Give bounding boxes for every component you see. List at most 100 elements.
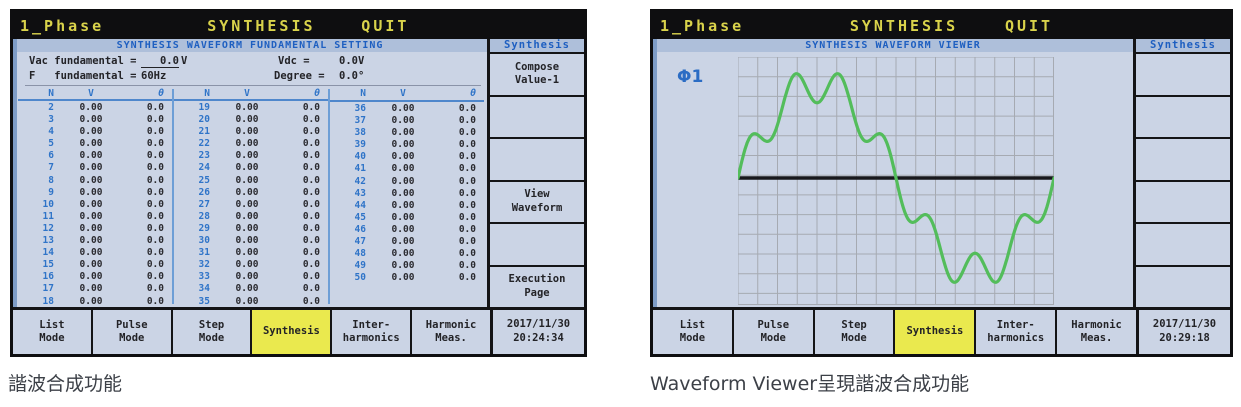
harmonic-phase-cell[interactable]: 0.0: [302, 138, 320, 150]
harmonic-phase-cell[interactable]: 0.0: [458, 272, 476, 284]
harmonic-phase-cell[interactable]: 0.0: [302, 186, 320, 198]
harmonic-phase-cell[interactable]: 0.0: [458, 248, 476, 260]
harmonic-phase-cell[interactable]: 0.0: [458, 163, 476, 175]
harmonic-phase-cell[interactable]: 0.0: [302, 174, 320, 186]
harmonic-voltage-cell[interactable]: 0.00: [79, 295, 103, 307]
harmonic-phase-cell[interactable]: 0.0: [146, 271, 164, 283]
mode-tab-step[interactable]: Step Mode: [173, 310, 253, 354]
mode-tab-pulse[interactable]: Pulse Mode: [734, 310, 815, 354]
mode-tab-list[interactable]: List Mode: [13, 310, 93, 354]
harmonic-voltage-cell[interactable]: 0.00: [235, 150, 259, 162]
harmonic-voltage-cell[interactable]: 0.00: [235, 174, 259, 186]
harmonic-phase-cell[interactable]: 0.0: [302, 162, 320, 174]
harmonic-voltage-cell[interactable]: 0.00: [391, 127, 415, 139]
harmonic-phase-cell[interactable]: 0.0: [146, 102, 164, 113]
mode-tab-pulse[interactable]: Pulse Mode: [93, 310, 173, 354]
harmonic-phase-cell[interactable]: 0.0: [458, 187, 476, 199]
harmonic-phase-cell[interactable]: 0.0: [302, 102, 320, 113]
harmonic-voltage-cell[interactable]: 0.00: [79, 210, 103, 222]
harmonic-voltage-cell[interactable]: 0.00: [391, 103, 415, 114]
harmonic-phase-cell[interactable]: 0.0: [146, 114, 164, 126]
mode-tab-synthesis[interactable]: Synthesis: [895, 310, 977, 354]
harmonic-phase-cell[interactable]: 0.0: [302, 126, 320, 138]
harmonic-voltage-cell[interactable]: 0.00: [79, 247, 103, 259]
harmonic-phase-cell[interactable]: 0.0: [146, 186, 164, 198]
harmonic-phase-cell[interactable]: 0.0: [146, 259, 164, 271]
softkey-button-execution[interactable]: Execution Page: [490, 264, 584, 308]
vdc-field[interactable]: 0.0V: [339, 55, 365, 67]
softkey-button-compose[interactable]: Compose Value-1: [514, 60, 560, 87]
harmonic-voltage-cell[interactable]: 0.00: [235, 259, 259, 271]
harmonic-voltage-cell[interactable]: 0.00: [391, 236, 415, 248]
mode-tab-inter[interactable]: Inter- harmonics: [976, 310, 1058, 354]
harmonic-voltage-cell[interactable]: 0.00: [235, 271, 259, 283]
harmonic-phase-cell[interactable]: 0.0: [146, 198, 164, 210]
harmonic-voltage-cell[interactable]: 0.00: [391, 163, 415, 175]
harmonic-phase-cell[interactable]: 0.0: [458, 223, 476, 235]
vac-fundamental-field[interactable]: 0.0: [141, 55, 179, 68]
harmonic-phase-cell[interactable]: 0.0: [302, 271, 320, 283]
harmonic-phase-cell[interactable]: 0.0: [146, 235, 164, 247]
harmonic-voltage-cell[interactable]: 0.00: [235, 114, 259, 126]
harmonic-voltage-cell[interactable]: 0.00: [79, 222, 103, 234]
harmonic-voltage-cell[interactable]: 0.00: [235, 126, 259, 138]
harmonic-phase-cell[interactable]: 0.0: [458, 175, 476, 187]
harmonic-voltage-cell[interactable]: 0.00: [79, 102, 103, 113]
harmonic-voltage-cell[interactable]: 0.00: [391, 211, 415, 223]
harmonic-phase-cell[interactable]: 0.0: [458, 199, 476, 211]
harmonic-phase-cell[interactable]: 0.0: [458, 103, 476, 114]
harmonic-voltage-cell[interactable]: 0.00: [79, 198, 103, 210]
softkey-button-view[interactable]: View Waveform: [490, 179, 584, 223]
harmonic-phase-cell[interactable]: 0.0: [146, 295, 164, 307]
harmonic-voltage-cell[interactable]: 0.00: [79, 174, 103, 186]
harmonic-phase-cell[interactable]: 0.0: [146, 150, 164, 162]
harmonic-voltage-cell[interactable]: 0.00: [79, 235, 103, 247]
harmonic-voltage-cell[interactable]: 0.00: [391, 175, 415, 187]
harmonic-phase-cell[interactable]: 0.0: [302, 235, 320, 247]
harmonic-phase-cell[interactable]: 0.0: [302, 210, 320, 222]
harmonic-phase-cell[interactable]: 0.0: [302, 259, 320, 271]
harmonic-phase-cell[interactable]: 0.0: [302, 150, 320, 162]
harmonic-voltage-cell[interactable]: 0.00: [235, 102, 259, 113]
harmonic-phase-cell[interactable]: 0.0: [302, 198, 320, 210]
f-fundamental-field[interactable]: 60Hz: [141, 70, 167, 82]
harmonic-phase-cell[interactable]: 0.0: [146, 283, 164, 295]
mode-tab-harmonic[interactable]: Harmonic Meas.: [1071, 318, 1122, 344]
harmonic-phase-cell[interactable]: 0.0: [458, 151, 476, 163]
harmonic-voltage-cell[interactable]: 0.00: [79, 138, 103, 150]
harmonic-voltage-cell[interactable]: 0.00: [79, 186, 103, 198]
quit-button[interactable]: QUIT: [361, 17, 410, 35]
harmonic-phase-cell[interactable]: 0.0: [458, 127, 476, 139]
harmonic-phase-cell[interactable]: 0.0: [302, 114, 320, 126]
harmonic-voltage-cell[interactable]: 0.00: [235, 247, 259, 259]
harmonic-phase-cell[interactable]: 0.0: [458, 139, 476, 151]
mode-tab-synthesis[interactable]: Synthesis: [252, 310, 333, 354]
mode-tab-list[interactable]: List Mode: [653, 310, 734, 354]
harmonic-phase-cell[interactable]: 0.0: [458, 236, 476, 248]
harmonic-voltage-cell[interactable]: 0.00: [235, 138, 259, 150]
harmonic-voltage-cell[interactable]: 0.00: [391, 248, 415, 260]
harmonic-voltage-cell[interactable]: 0.00: [235, 186, 259, 198]
mode-tab-inter[interactable]: Inter- harmonics: [332, 310, 413, 354]
harmonic-phase-cell[interactable]: 0.0: [458, 211, 476, 223]
harmonic-phase-cell[interactable]: 0.0: [302, 247, 320, 259]
harmonic-voltage-cell[interactable]: 0.00: [79, 126, 103, 138]
mode-tab-step[interactable]: Step Mode: [815, 310, 896, 354]
harmonic-phase-cell[interactable]: 0.0: [146, 138, 164, 150]
harmonic-voltage-cell[interactable]: 0.00: [235, 162, 259, 174]
harmonic-phase-cell[interactable]: 0.0: [146, 222, 164, 234]
harmonic-voltage-cell[interactable]: 0.00: [391, 187, 415, 199]
mode-tab-harmonic[interactable]: Harmonic Meas.: [425, 318, 477, 344]
harmonic-voltage-cell[interactable]: 0.00: [235, 235, 259, 247]
harmonic-voltage-cell[interactable]: 0.00: [391, 151, 415, 163]
harmonic-voltage-cell[interactable]: 0.00: [235, 210, 259, 222]
harmonic-phase-cell[interactable]: 0.0: [146, 162, 164, 174]
harmonic-voltage-cell[interactable]: 0.00: [391, 260, 415, 272]
harmonic-voltage-cell[interactable]: 0.00: [235, 295, 259, 307]
harmonic-phase-cell[interactable]: 0.0: [146, 174, 164, 186]
harmonic-voltage-cell[interactable]: 0.00: [391, 115, 415, 127]
harmonic-voltage-cell[interactable]: 0.00: [235, 283, 259, 295]
harmonic-phase-cell[interactable]: 0.0: [458, 260, 476, 272]
harmonic-voltage-cell[interactable]: 0.00: [79, 283, 103, 295]
harmonic-phase-cell[interactable]: 0.0: [458, 115, 476, 127]
